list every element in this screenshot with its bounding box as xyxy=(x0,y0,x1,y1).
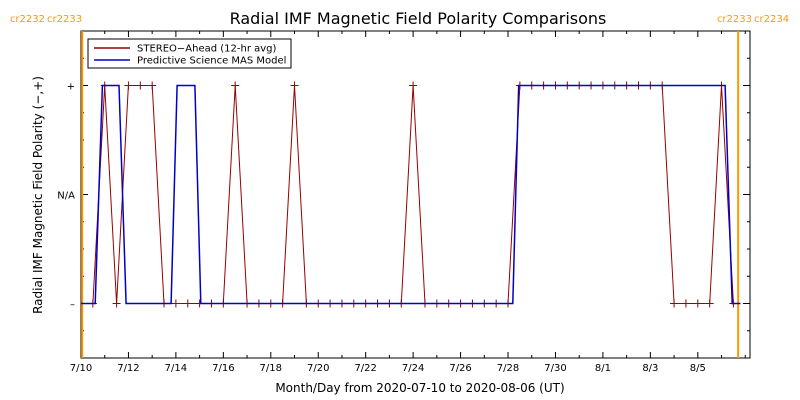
legend-entry: STEREO−Ahead (12-hr avg) xyxy=(137,44,277,55)
series-point-marker xyxy=(670,299,679,308)
x-tick-label: 7/22 xyxy=(354,363,376,374)
x-tick-label: 7/24 xyxy=(402,363,424,374)
plot-frame xyxy=(80,30,751,359)
series-point-marker xyxy=(183,299,192,308)
series-point-marker xyxy=(112,299,121,308)
series-point-marker xyxy=(124,81,133,90)
y-axis: + N/A – xyxy=(57,30,750,359)
data-series xyxy=(81,81,741,308)
x-tick-label: 7/20 xyxy=(307,363,329,374)
series-point-marker xyxy=(705,299,714,308)
x-tick-label: 8/3 xyxy=(642,363,658,374)
carrington-rotation-label: cr2233 xyxy=(47,14,82,25)
y-tick-label: N/A xyxy=(57,191,75,202)
x-tick-label: 7/28 xyxy=(497,363,519,374)
series-point-marker xyxy=(693,299,702,308)
y-axis-label: Radial IMF Magnetic Field Polarity (−,+) xyxy=(31,76,45,314)
series-point-marker xyxy=(290,81,299,90)
y-tick-label: – xyxy=(70,300,75,311)
x-tick-label: 7/26 xyxy=(449,363,471,374)
series-point-marker xyxy=(148,81,157,90)
chart-title: Radial IMF Magnetic Field Polarity Compa… xyxy=(230,9,607,28)
legend: STEREO−Ahead (12-hr avg)Predictive Scien… xyxy=(87,38,292,69)
x-tick-label: 7/30 xyxy=(544,363,566,374)
x-axis: 7/10 7/12 7/14 7/16 7/18 7/20 7/22 7/24 7/26 7/28… xyxy=(70,31,746,374)
x-tick-label: 8/5 xyxy=(690,363,706,374)
x-tick-label: 8/1 xyxy=(595,363,611,374)
carrington-rotation-label: cr2232 xyxy=(10,14,45,25)
carrington-rotation-label: cr2234 xyxy=(754,14,789,25)
series-line-1 xyxy=(92,85,734,304)
x-tick-label: 7/16 xyxy=(212,363,234,374)
series-point-marker xyxy=(136,81,145,90)
series-point-marker xyxy=(231,81,240,90)
x-axis-label: Month/Day from 2020-07-10 to 2020-08-06 … xyxy=(275,381,564,395)
series-point-marker xyxy=(171,299,180,308)
series-point-marker xyxy=(409,81,418,90)
y-tick-label: + xyxy=(67,82,75,93)
series-line-2 xyxy=(81,84,741,305)
series-point-marker xyxy=(681,299,690,308)
x-tick-label: 7/12 xyxy=(117,363,139,374)
legend-entry: Predictive Science MAS Model xyxy=(137,56,286,67)
x-tick-label: 7/18 xyxy=(260,363,282,374)
x-tick-label: 7/10 xyxy=(70,363,92,374)
x-tick-label: 7/14 xyxy=(165,363,187,374)
legend-box xyxy=(87,38,292,69)
carrington-rotation-label: cr2233 xyxy=(717,14,752,25)
